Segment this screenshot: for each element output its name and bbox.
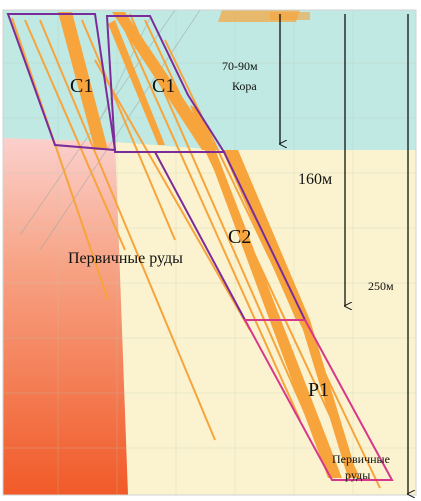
label-primary-ores-bottom-line2: руды [345,468,370,482]
label-c1-right: C1 [152,75,175,97]
host-rock-zone [3,138,128,495]
ore-body-c1-right-b [108,20,165,145]
block-outlines [6,13,394,481]
label-p1: P1 [308,379,329,401]
block-p1-outline [243,319,394,481]
weathering-crust-zone [3,10,416,150]
surface-strip-right [270,12,310,20]
block-c1-right-outline [105,15,226,153]
ore-body-c1-right-a [112,12,218,150]
label-depth-160: 160м [298,171,332,188]
label-c1-left: C1 [70,75,93,97]
label-primary-ores-bottom-line1: Первичные [332,452,390,466]
label-depth-250: 250м [368,279,394,293]
label-weathering-crust: Кора [232,79,257,93]
section-frame [2,9,417,496]
label-primary-ores: Первичные руды [68,250,183,267]
ore-body-p1 [300,320,358,478]
ore-body-c1-left [58,12,108,150]
label-c2: C2 [228,226,251,248]
label-depth-weathering: 70-90м [222,59,258,73]
depth-arrows [280,14,408,494]
